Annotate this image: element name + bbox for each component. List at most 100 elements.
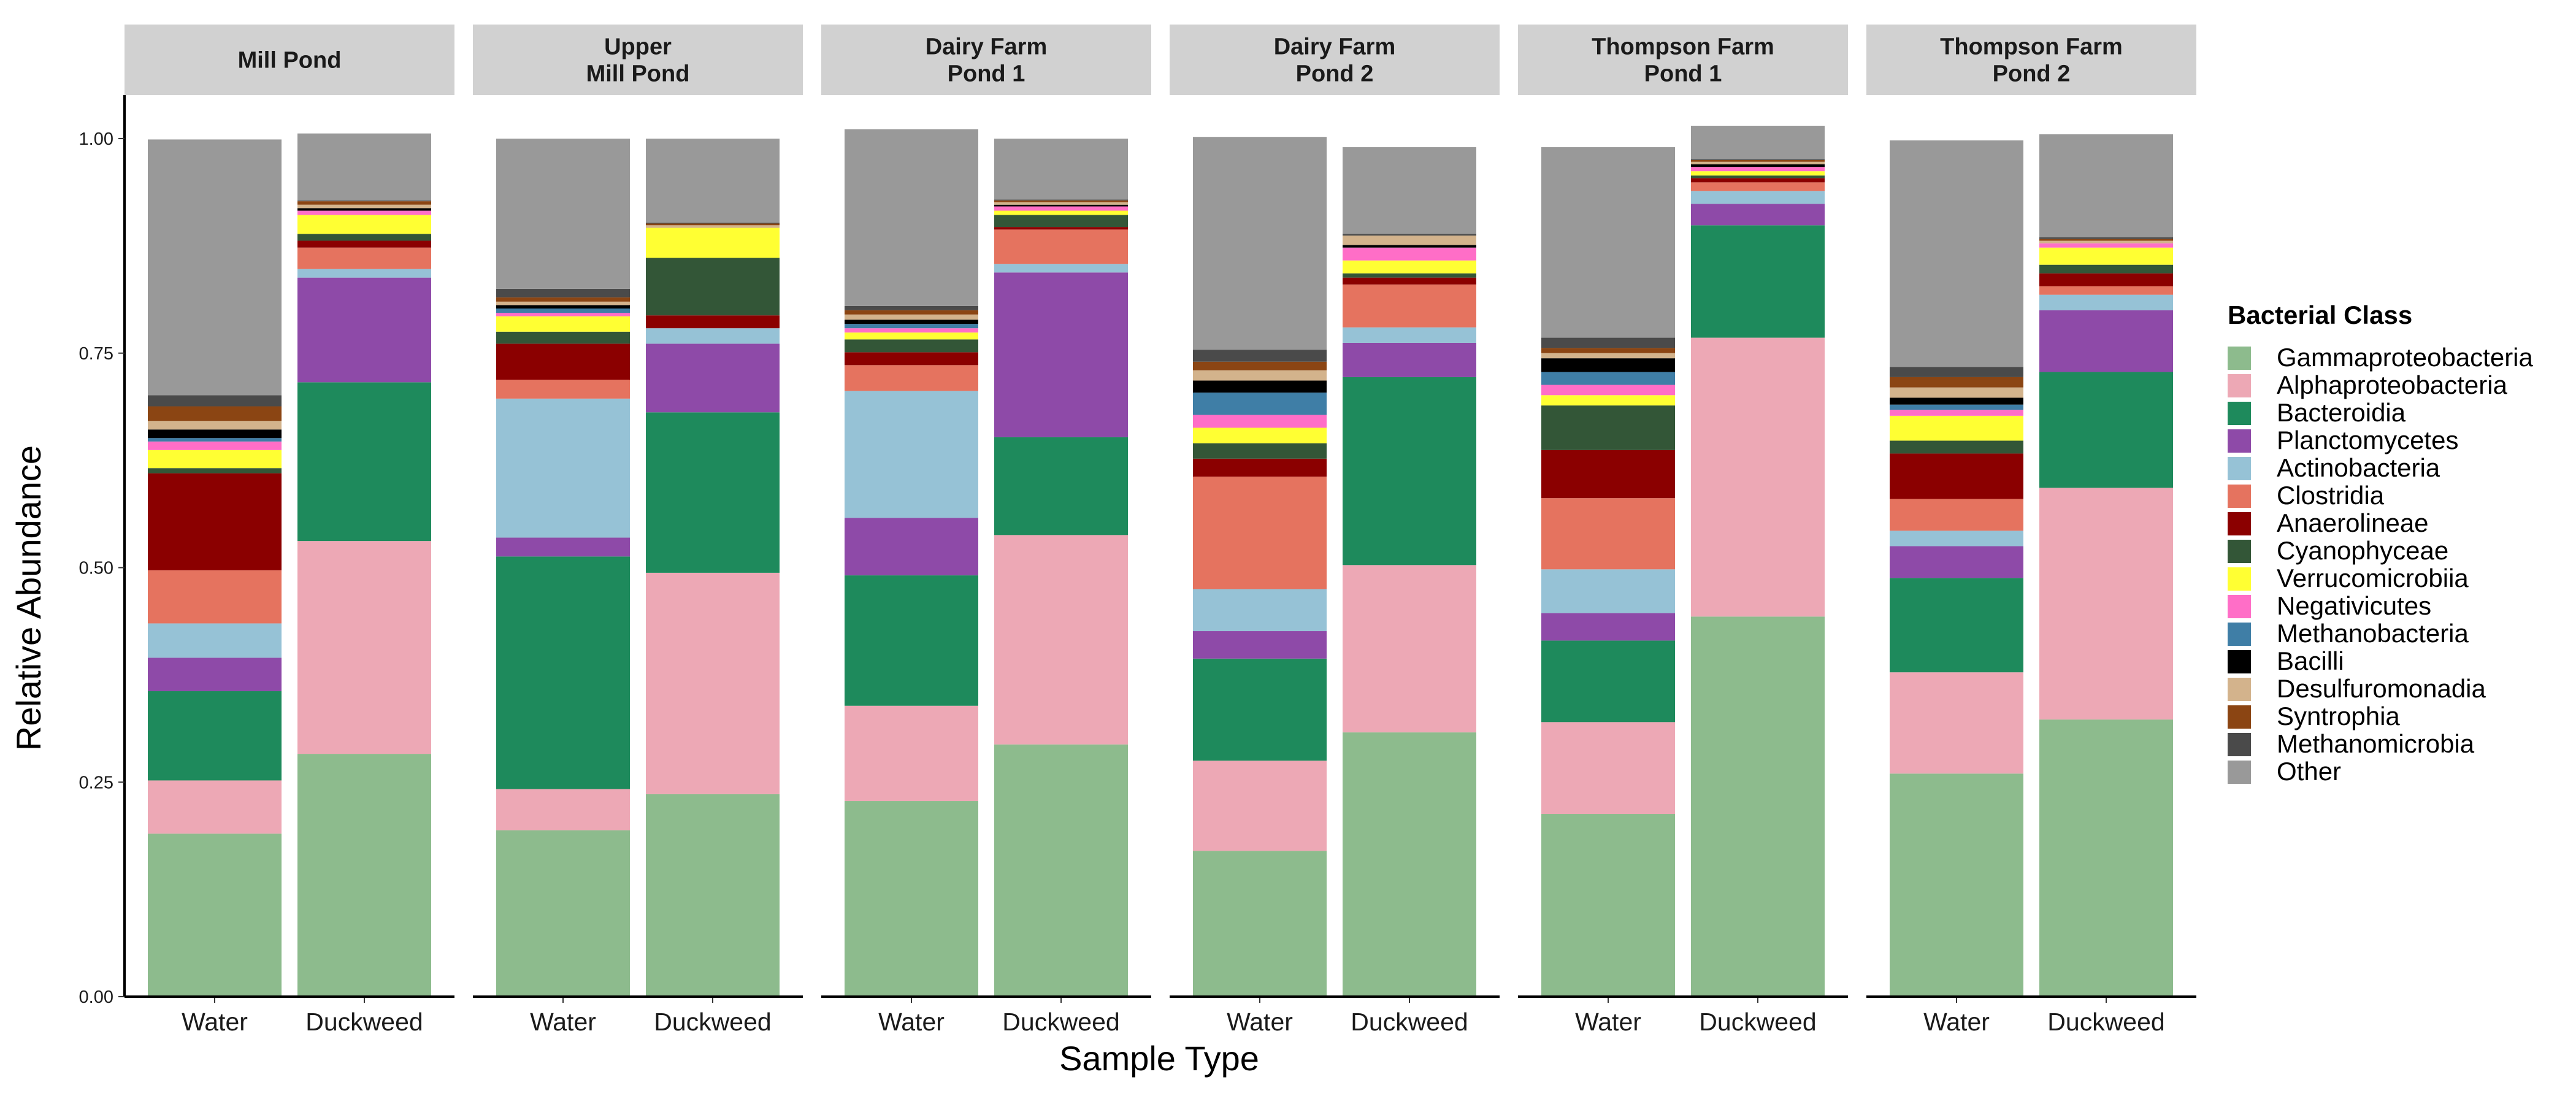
bar-segment <box>845 328 978 333</box>
legend-item: Syntrophia <box>2228 702 2400 730</box>
bar-segment <box>1890 499 2023 531</box>
bar-segment <box>297 269 431 278</box>
legend-swatch <box>2228 705 2251 729</box>
bar-segment <box>1890 672 2023 774</box>
bar-segment <box>1890 773 2023 997</box>
legend-item: Other <box>2228 757 2341 786</box>
y-tick-label: 1.00 <box>79 129 113 149</box>
bar-segment <box>1343 260 1476 274</box>
facet-panel: Mill Pond Water Duckweed <box>125 25 454 1036</box>
bar-segment <box>2039 488 2173 720</box>
facet-panel: Upper Mill Pond Water Duckweed <box>473 25 803 1036</box>
bar-segment <box>2039 294 2173 310</box>
stacked-bar <box>1890 140 2023 997</box>
legend-item: Planctomycetes <box>2228 426 2458 454</box>
legend-item: Gammaproteobacteria <box>2228 343 2534 372</box>
bar-segment <box>2039 310 2173 372</box>
bar-segment <box>646 343 780 413</box>
bar-segment <box>1890 453 2023 499</box>
bar-segment <box>994 199 1128 201</box>
bar-segment <box>496 398 630 538</box>
bar-segment <box>1691 167 1825 172</box>
legend-label: Desulfuromonadia <box>2277 674 2486 703</box>
bar-segment <box>1193 350 1327 362</box>
bar-segment <box>297 247 431 269</box>
facet-panel: Thompson Farm Pond 1 Water Duckweed <box>1518 25 1848 1036</box>
bar-segment <box>1193 393 1327 415</box>
bar-segment <box>1890 546 2023 578</box>
bar-segment <box>1541 358 1675 372</box>
bar-segment <box>2039 286 2173 295</box>
x-tick-label: Duckweed <box>1002 1008 1119 1036</box>
x-tick-label: Duckweed <box>305 1008 423 1036</box>
bar-segment <box>297 541 431 754</box>
facet-strip-label: Thompson Farm Pond 1 <box>1592 34 1774 87</box>
legend-label: Bacilli <box>2277 646 2344 675</box>
bar-segment <box>1541 569 1675 613</box>
bar-segment <box>845 310 978 315</box>
x-tick-label: Water <box>530 1008 596 1036</box>
bar-segment <box>1541 613 1675 641</box>
bar-segment <box>845 305 978 310</box>
bar-segment <box>297 277 431 383</box>
legend-item: Actinobacteria <box>2228 453 2440 482</box>
bar-segment <box>1890 440 2023 454</box>
bar-segment <box>297 204 431 209</box>
bar-segment <box>297 234 431 241</box>
bar-segment <box>496 537 630 557</box>
facet-panel: Dairy Farm Pond 1 Water Duckweed <box>821 25 1151 1036</box>
bar-segment <box>845 801 978 997</box>
x-axis-title: Sample Type <box>1059 1039 1259 1078</box>
bar-segment <box>646 328 780 344</box>
legend-label: Alphaproteobacteria <box>2277 370 2508 399</box>
x-tick-label: Water <box>1923 1008 1990 1036</box>
x-tick-label: Water <box>1575 1008 1641 1036</box>
bar-segment <box>646 225 780 228</box>
bar-segment <box>1890 367 2023 377</box>
bar-segment <box>496 288 630 297</box>
bar-segment <box>994 210 1128 215</box>
bar-segment <box>1541 385 1675 396</box>
bar-segment <box>646 258 780 316</box>
bar-segment <box>1541 337 1675 348</box>
legend-swatch <box>2228 678 2251 701</box>
bar-segment <box>845 314 978 320</box>
bar-segment <box>845 332 978 340</box>
bar-segment <box>1890 377 2023 388</box>
y-tick-label: 0.25 <box>79 773 113 792</box>
bar-segment <box>845 324 978 329</box>
stacked-bar <box>2039 134 2173 997</box>
bar-segment <box>148 395 282 407</box>
legend-label: Planctomycetes <box>2277 426 2458 454</box>
bar-segment <box>297 215 431 234</box>
legend-label: Cyanophyceae <box>2277 536 2448 565</box>
y-axis-title: Relative Abundance <box>9 445 48 751</box>
x-tick-label: Water <box>1227 1008 1293 1036</box>
bar-segment <box>496 305 630 309</box>
bar-segment <box>845 575 978 706</box>
bar-segment <box>994 204 1128 207</box>
bar-segment <box>646 228 780 258</box>
bar-segment <box>1193 851 1327 997</box>
facet-strip <box>1518 25 1848 95</box>
bar-segment <box>994 437 1128 535</box>
legend-item: Bacteroidia <box>2228 398 2406 427</box>
legend-swatch <box>2228 512 2251 535</box>
bar-segment <box>845 705 978 802</box>
bar-segment <box>1343 236 1476 245</box>
stacked-bar <box>297 133 431 997</box>
y-axis: 0.00 0.25 0.50 0.75 1.00 <box>79 95 126 1007</box>
bar-segment <box>1691 191 1825 204</box>
legend-label: Methanobacteria <box>2277 619 2469 648</box>
bar-segment <box>1890 578 2023 673</box>
legend-swatch <box>2228 540 2251 563</box>
bar-segment <box>1193 380 1327 393</box>
y-tick-label: 0.00 <box>79 987 113 1007</box>
bar-segment <box>1343 245 1476 248</box>
bar-segment <box>845 129 978 306</box>
legend-item: Methanobacteria <box>2228 619 2469 648</box>
bar-segment <box>297 133 431 201</box>
legend-label: Gammaproteobacteria <box>2277 343 2534 372</box>
bar-segment <box>148 623 282 658</box>
